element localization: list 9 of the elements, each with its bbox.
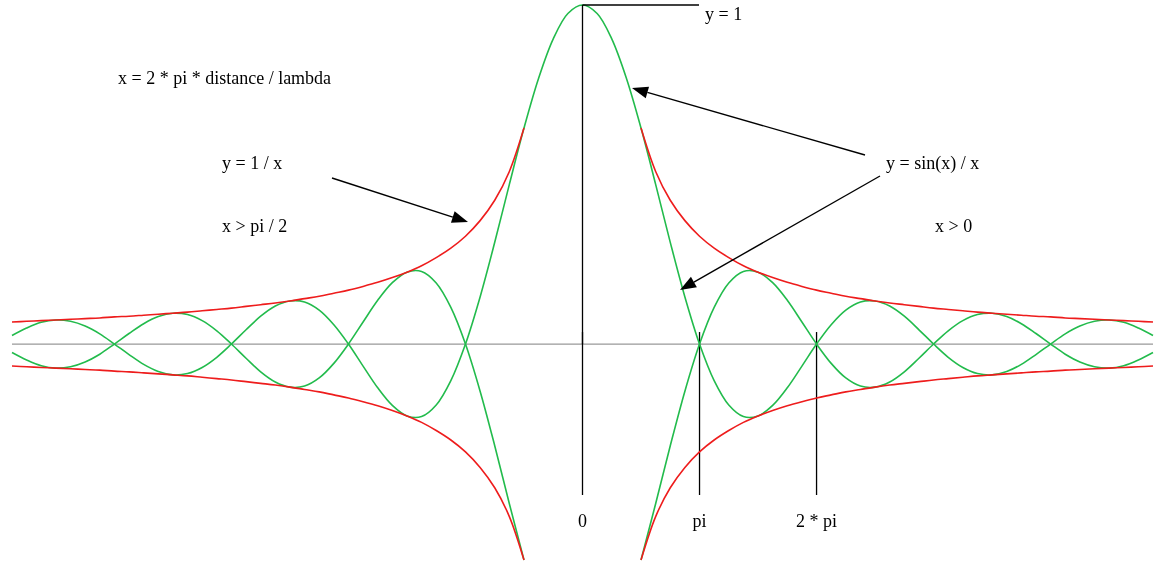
x-tick-label: 0 — [578, 511, 587, 531]
annotation: x = 2 * pi * distance / lambda — [118, 68, 332, 89]
x-tick-label: 2 * pi — [796, 511, 838, 531]
annotation: y = 1 — [705, 4, 743, 25]
annotation: y = sin(x) / x — [886, 153, 980, 175]
annotation: x > 0 — [935, 216, 973, 237]
annotation: x > pi / 2 — [222, 216, 288, 237]
x-tick-label: pi — [692, 511, 707, 531]
annotation: y = 1 / x — [222, 153, 283, 174]
